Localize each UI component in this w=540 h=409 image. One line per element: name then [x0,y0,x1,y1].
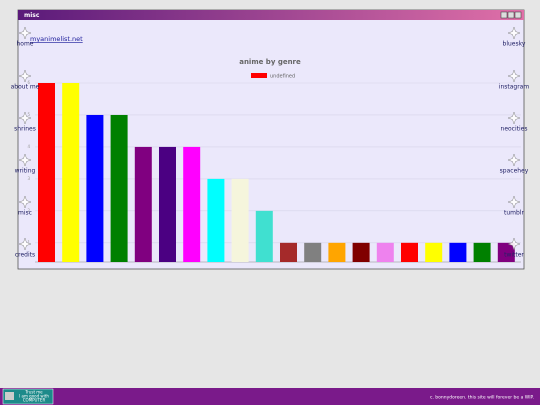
bar [86,114,104,262]
y-tick-label: 4 [27,144,30,149]
nav-icon [507,111,521,125]
window-title: misc [24,12,40,19]
nav-icon [18,69,32,83]
y-tick-label: 3 [27,176,30,181]
bar [134,146,152,262]
footer: c. bonnydoreen. this site will forever b… [430,395,534,401]
nav-link[interactable]: credits [15,252,35,259]
link[interactable]: myanimelist.net [30,35,83,43]
nav-icon [507,69,521,83]
badge-line: I am good with [19,394,49,399]
chart-title: anime by genre [239,58,301,66]
bar [110,114,128,262]
bar [449,242,467,262]
title-bar [18,10,524,20]
badge-line: Trust me [24,390,43,395]
bar [376,242,394,262]
bar [473,242,491,262]
y-tick-label: 5 [27,112,30,117]
nav-icon [507,237,521,251]
badge-line: COMPUTER [23,398,46,403]
nav-icon [18,26,32,40]
nav-icon [18,111,32,125]
nav-icon [507,26,521,40]
bar [401,242,418,262]
window-buttons[interactable] [500,11,522,19]
legend-swatch [251,73,267,78]
nav-link[interactable]: twitter [504,252,524,259]
nav-link[interactable]: home [16,41,33,48]
nav-icon [18,195,32,209]
bar [183,146,201,262]
nav-link[interactable]: spacehey [500,168,529,175]
taskbar [0,388,540,405]
bar [231,178,249,262]
nav-link[interactable]: neocities [501,126,528,133]
bar [280,242,297,262]
bar [328,242,346,262]
y-tick-label: 2 [27,208,30,213]
y-tick-label: 1 [27,240,30,245]
bar [304,242,322,262]
nav-icon [507,153,521,167]
bar [159,146,176,262]
nav-link[interactable]: misc [18,210,32,217]
badge-icon [5,392,14,400]
legend-label: undefined [270,74,295,80]
nav-icon [18,153,32,167]
nav-icon [18,237,32,251]
bar [207,178,225,262]
y-tick-label: 6 [27,80,30,85]
nav-link[interactable]: shrines [14,126,36,133]
nav-link[interactable]: bluesky [503,41,526,48]
nav-icon [507,195,521,209]
bar [425,242,443,262]
bar [352,242,370,262]
nav-link[interactable]: instagram [499,84,530,91]
nav-link[interactable]: tumblr [504,210,524,217]
bar [255,210,273,262]
bar [38,83,55,262]
nav-link[interactable]: about me [11,84,40,91]
bar [62,83,80,262]
badge[interactable] [2,388,54,405]
bar [497,242,515,262]
nav-link[interactable]: writing [15,168,36,175]
